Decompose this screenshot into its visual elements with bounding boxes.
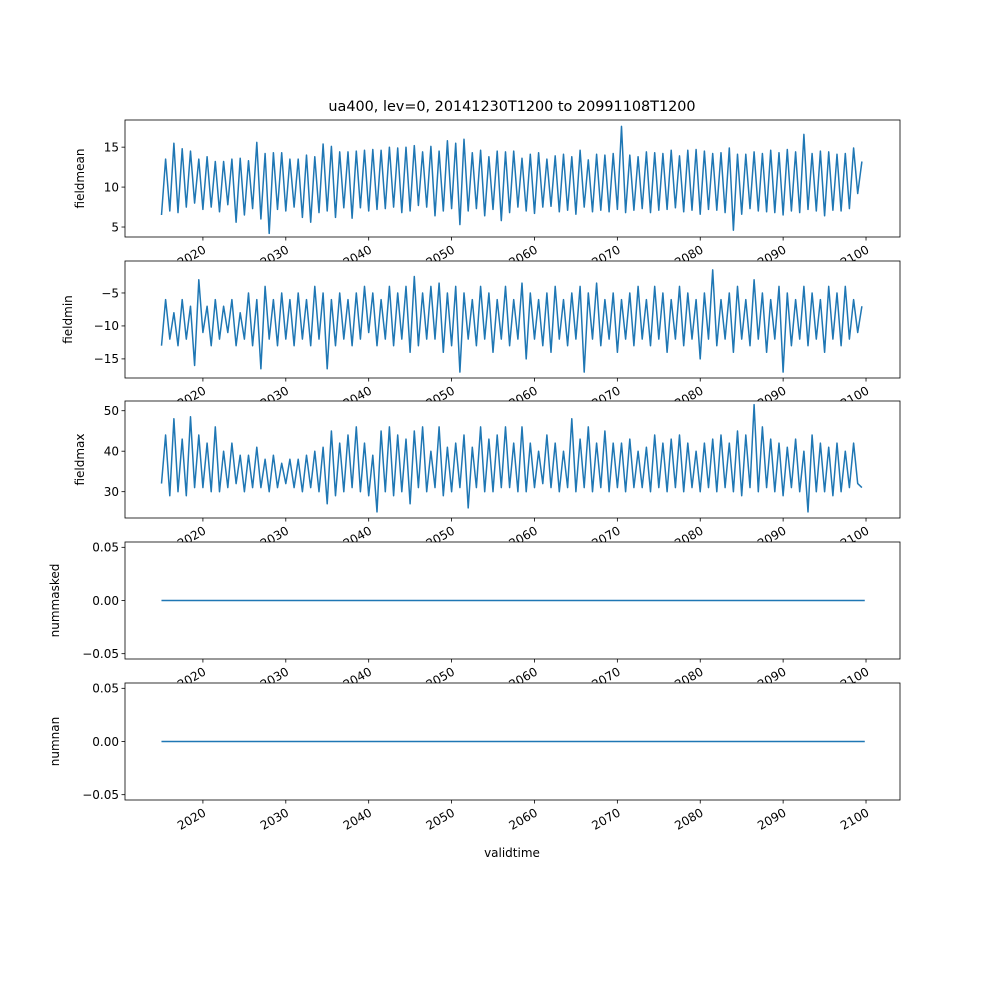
y-tick-label: 40: [104, 445, 119, 459]
y-tick-label: 10: [104, 180, 119, 194]
y-tick-label: 0.00: [92, 594, 119, 608]
series-line-fieldmean: [160, 125, 863, 235]
y-tick-label: −0.05: [82, 647, 119, 661]
y-tick-label: 0.00: [92, 735, 119, 749]
axes-frame: [124, 260, 901, 379]
y-axis-label: numnan: [48, 717, 62, 766]
y-axis-label: nummasked: [48, 564, 62, 638]
axes-frame: [124, 119, 901, 238]
y-tick-label: 30: [104, 485, 119, 499]
chart-title: ua400, lev=0, 20141230T1200 to 20991108T…: [328, 99, 695, 115]
y-tick-label: −15: [94, 352, 119, 366]
series-line-fieldmax: [160, 403, 863, 513]
y-tick-label: −5: [101, 286, 119, 300]
y-tick-label: 0.05: [92, 682, 119, 696]
y-tick-label: 0.05: [92, 541, 119, 555]
y-axis-label: fieldmean: [73, 149, 87, 209]
y-tick-label: −10: [94, 319, 119, 333]
series-line-fieldmin: [160, 269, 863, 373]
y-tick-label: 15: [104, 140, 119, 154]
axes-frame: [124, 400, 901, 519]
y-axis-label: fieldmin: [61, 295, 75, 344]
y-tick-label: 50: [104, 404, 119, 418]
y-tick-label: −0.05: [82, 788, 119, 802]
x-axis-label: validtime: [484, 846, 540, 860]
y-tick-label: 5: [111, 220, 119, 234]
y-axis-label: fieldmax: [73, 433, 87, 485]
